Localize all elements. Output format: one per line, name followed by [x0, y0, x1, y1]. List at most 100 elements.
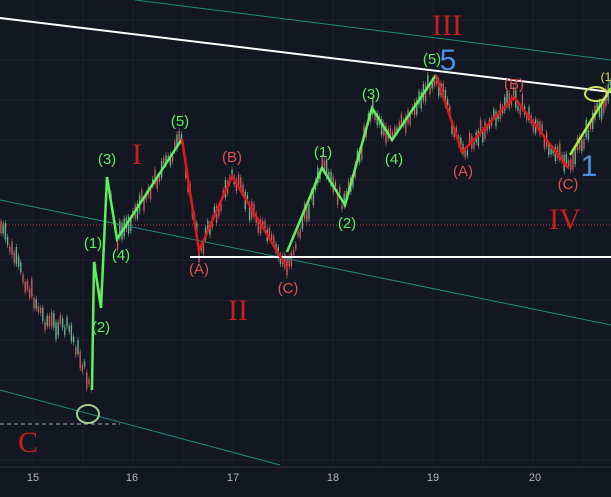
candle-body — [383, 123, 385, 136]
candle-body — [70, 325, 73, 342]
candle-body — [328, 171, 330, 180]
wave-label: IV — [549, 203, 581, 236]
wave-label: (C) — [278, 280, 299, 297]
candle-body — [567, 160, 570, 167]
candle-body — [477, 130, 480, 146]
candle-body — [572, 152, 574, 170]
wave-label: (4) — [112, 247, 130, 264]
candle-body — [438, 80, 440, 96]
candle-body — [143, 197, 145, 211]
candle-body — [561, 154, 563, 162]
candle-body — [288, 256, 290, 267]
candle-body — [435, 78, 438, 84]
candle-body — [451, 122, 453, 134]
candle-body — [222, 190, 224, 195]
candle-body — [306, 206, 308, 222]
candle-body — [424, 84, 427, 103]
candle-body — [11, 241, 13, 255]
candle-body — [165, 155, 167, 165]
x-tick-label: 17 — [227, 472, 239, 484]
candle-body — [385, 125, 387, 144]
candle-body — [473, 142, 475, 149]
candle-body — [396, 127, 398, 134]
candle-body — [270, 234, 273, 241]
candle-body — [154, 169, 156, 184]
channel-line — [134, 0, 611, 61]
candle-body — [321, 157, 323, 168]
candle-body — [416, 100, 418, 115]
candle-body — [541, 123, 543, 131]
wave-paths — [90, 74, 611, 391]
candle-body — [449, 106, 451, 115]
candle-body — [209, 223, 211, 236]
candle-body — [548, 144, 550, 155]
candle-body — [592, 112, 594, 129]
candle-body — [50, 311, 53, 327]
candle-body — [202, 241, 205, 254]
candle-body — [352, 178, 354, 187]
grid — [0, 0, 611, 467]
candle-body — [394, 127, 396, 136]
candle-body — [35, 299, 37, 309]
candle-body — [246, 195, 249, 200]
candle-body — [341, 205, 343, 210]
candle-body — [537, 120, 539, 129]
candle-body — [66, 317, 68, 327]
candle-body — [207, 221, 209, 231]
candle-body — [334, 182, 337, 187]
candle-body — [330, 171, 332, 186]
candle-body — [493, 109, 495, 118]
candle-body — [405, 115, 407, 134]
wave-label: 5 — [440, 44, 457, 77]
candle-body — [149, 188, 152, 200]
candle-body — [59, 315, 62, 324]
candle-body — [420, 92, 422, 109]
candle-body — [257, 220, 260, 233]
candle-body — [9, 246, 11, 252]
candle-body — [77, 340, 79, 354]
candle-body — [479, 119, 482, 134]
candle-body — [504, 96, 506, 111]
candle-body — [336, 191, 339, 205]
candle-body — [215, 206, 218, 224]
wave-label: III — [432, 9, 462, 42]
candle-body — [528, 107, 530, 121]
candle-body — [482, 129, 484, 143]
candle-body — [231, 169, 233, 178]
x-axis-bar — [0, 467, 611, 497]
candle-body — [574, 148, 576, 165]
wave-label: (2) — [92, 319, 110, 336]
candle-body — [559, 143, 561, 160]
candle-body — [519, 108, 521, 116]
candle-body — [55, 322, 57, 340]
wave-label: (2) — [338, 215, 356, 232]
candle-body — [68, 326, 70, 332]
candle-body — [86, 372, 88, 389]
wave-label: (B) — [222, 149, 242, 166]
candle-body — [64, 327, 66, 336]
candle-body — [339, 186, 341, 194]
x-tick-label: 20 — [529, 472, 541, 484]
wave-label: (1) — [84, 235, 102, 252]
candle-body — [495, 111, 497, 127]
x-tick-label: 16 — [126, 472, 138, 484]
candle-body — [79, 351, 81, 369]
candle-body — [431, 80, 433, 89]
candle-body — [178, 130, 180, 143]
candle-body — [325, 159, 328, 178]
wave-label: (3) — [98, 151, 116, 168]
candle-body — [39, 307, 42, 314]
candle-body — [253, 203, 255, 217]
candle-body — [603, 98, 605, 114]
candle-body — [552, 148, 554, 154]
candle-body — [24, 282, 26, 293]
wave-label: C — [18, 426, 38, 459]
candle-body — [240, 177, 242, 191]
candle-body — [556, 146, 559, 158]
wave-label: (5) — [423, 51, 441, 68]
candle-body — [248, 204, 251, 221]
candle-body — [119, 221, 121, 238]
candle-body — [295, 243, 297, 249]
candle-body — [521, 93, 524, 109]
candle-body — [268, 228, 271, 238]
